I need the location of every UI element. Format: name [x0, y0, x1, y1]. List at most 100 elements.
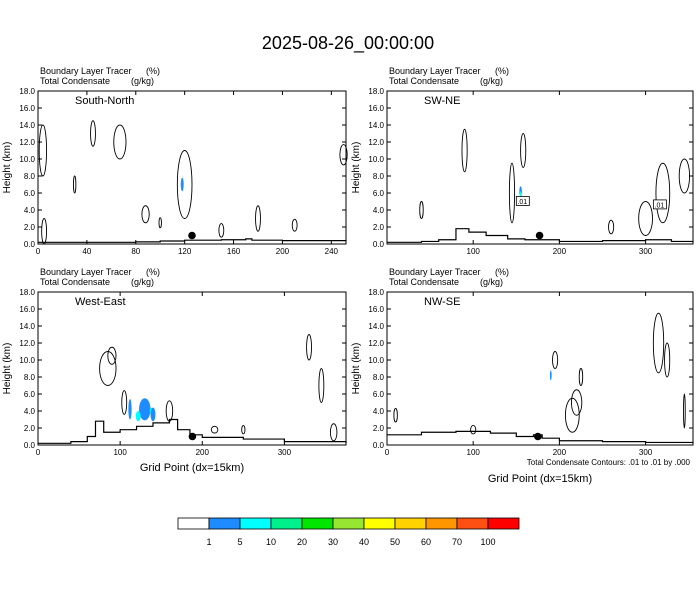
contour-label-box — [515, 196, 530, 206]
colorbar-label: 5 — [237, 537, 242, 547]
x-tick-label: 200 — [553, 448, 567, 457]
plot-frame — [37, 291, 347, 446]
x-tick-label: 300 — [278, 448, 292, 457]
y-tick-label: 8.0 — [24, 172, 36, 181]
colorbar-label: 70 — [452, 537, 462, 547]
condensate-contour — [113, 124, 127, 160]
condensate-contour — [255, 205, 261, 232]
x-tick-label: 100 — [113, 448, 127, 457]
condensate-contour — [608, 219, 615, 235]
colorbar-label: 1 — [206, 537, 211, 547]
y-tick-label: 8.0 — [24, 373, 36, 382]
colorbar-label: 30 — [328, 537, 338, 547]
condensate-contour — [571, 389, 583, 416]
x-tick-label: 160 — [227, 247, 241, 256]
colorbar-swatch — [332, 517, 365, 530]
y-tick-label: 6.0 — [24, 390, 36, 399]
y-tick-label: 0.0 — [373, 240, 385, 249]
y-tick-label: 12.0 — [368, 138, 384, 147]
plot-frame — [386, 90, 694, 245]
panel-name: South-North — [75, 95, 134, 107]
y-tick-label: 4.0 — [373, 206, 385, 215]
condensate-contour — [38, 124, 48, 177]
colorbar-label: 40 — [359, 537, 369, 547]
x-tick-label: 200 — [196, 448, 210, 457]
condensate-contour — [121, 390, 128, 415]
y-tick-label: 8.0 — [373, 373, 385, 382]
contour-note: Total Condensate Contours: .01 to .01 by… — [527, 458, 691, 467]
condensate-contour — [241, 425, 246, 435]
panel-header-line2-unit: (g/kg) — [131, 76, 154, 86]
condensate-contour — [99, 351, 117, 386]
y-tick-label: 12.0 — [368, 339, 384, 348]
panel-header-line2: Total Condensate — [40, 76, 110, 86]
y-tick-label: 8.0 — [373, 172, 385, 181]
condensate-contour — [393, 408, 398, 423]
y-tick-label: 12.0 — [19, 339, 35, 348]
x-axis-label-right: Grid Point (dx=15km) — [488, 473, 592, 485]
condensate-contour — [470, 425, 477, 435]
y-axis-label: Height (km) — [2, 343, 13, 395]
y-tick-label: 14.0 — [368, 121, 384, 130]
terrain-line — [387, 430, 694, 444]
condensate-contour — [678, 158, 691, 194]
location-marker — [188, 432, 197, 441]
condensate-contour — [141, 205, 150, 224]
colorbar-label: 20 — [297, 537, 307, 547]
panel-header-line2: Total Condensate — [389, 76, 459, 86]
panel-header-line1-unit: (%) — [495, 267, 509, 277]
y-tick-label: 2.0 — [24, 223, 36, 232]
y-tick-label: 18.0 — [368, 288, 384, 297]
y-tick-label: 18.0 — [19, 288, 35, 297]
y-tick-label: 10.0 — [368, 356, 384, 365]
plot-frame — [37, 90, 347, 245]
panel-header-line1: Boundary Layer Tracer — [389, 267, 481, 277]
y-tick-label: 4.0 — [24, 206, 36, 215]
condensate-contour — [291, 218, 298, 232]
condensate-contour — [652, 312, 665, 374]
condensate-contour — [90, 120, 96, 147]
y-axis-label: Height (km) — [351, 142, 362, 194]
panels-group: Boundary Layer Tracer (%) Total Condensate… — [2, 66, 694, 457]
y-tick-label: 2.0 — [24, 424, 36, 433]
condensate-contour — [564, 397, 580, 433]
colorbar-swatch — [363, 517, 396, 530]
colorbar-label: 50 — [390, 537, 400, 547]
terrain-line — [38, 238, 347, 243]
y-tick-label: 4.0 — [373, 407, 385, 416]
terrain-line — [387, 228, 694, 243]
colorbar-label: 100 — [480, 537, 495, 547]
condensate-contour — [158, 217, 162, 229]
panel-nw-se: Boundary Layer Tracer (%) Total Condensate… — [351, 267, 694, 457]
y-tick-label: 6.0 — [373, 189, 385, 198]
x-tick-label: 40 — [82, 247, 91, 256]
x-tick-label: 200 — [553, 247, 567, 256]
condensate-contour — [578, 368, 584, 386]
x-tick-label: 0 — [385, 448, 390, 457]
panel-header-line1: Boundary Layer Tracer — [389, 66, 481, 76]
y-axis-label: Height (km) — [2, 142, 13, 194]
x-tick-label: 0 — [36, 247, 41, 256]
panel-header-line1: Boundary Layer Tracer — [40, 66, 132, 76]
tracer-patch — [549, 370, 552, 381]
colorbar-swatch — [394, 517, 427, 530]
colorbar: 1 5 10 20 30 40 50 60 70 100 — [177, 517, 520, 547]
contour-label: .01 — [655, 202, 665, 209]
y-tick-label: 18.0 — [368, 87, 384, 96]
condensate-contour — [683, 393, 686, 429]
panel-header-line2-unit: (g/kg) — [480, 76, 503, 86]
x-tick-label: 240 — [325, 247, 339, 256]
condensate-contour — [41, 218, 48, 245]
location-marker — [534, 432, 542, 441]
panel-name: West-East — [75, 296, 126, 308]
condensate-contour — [176, 150, 193, 219]
colorbar-swatch — [177, 517, 210, 530]
panel-sw-ne: Boundary Layer Tracer (%) Total Condensate… — [351, 66, 694, 256]
panel-header-line2: Total Condensate — [389, 277, 459, 287]
y-tick-label: 18.0 — [19, 87, 35, 96]
condensate-contour — [419, 201, 424, 219]
condensate-contour — [329, 423, 338, 442]
y-tick-label: 0.0 — [373, 441, 385, 450]
condensate-contour — [520, 133, 527, 168]
